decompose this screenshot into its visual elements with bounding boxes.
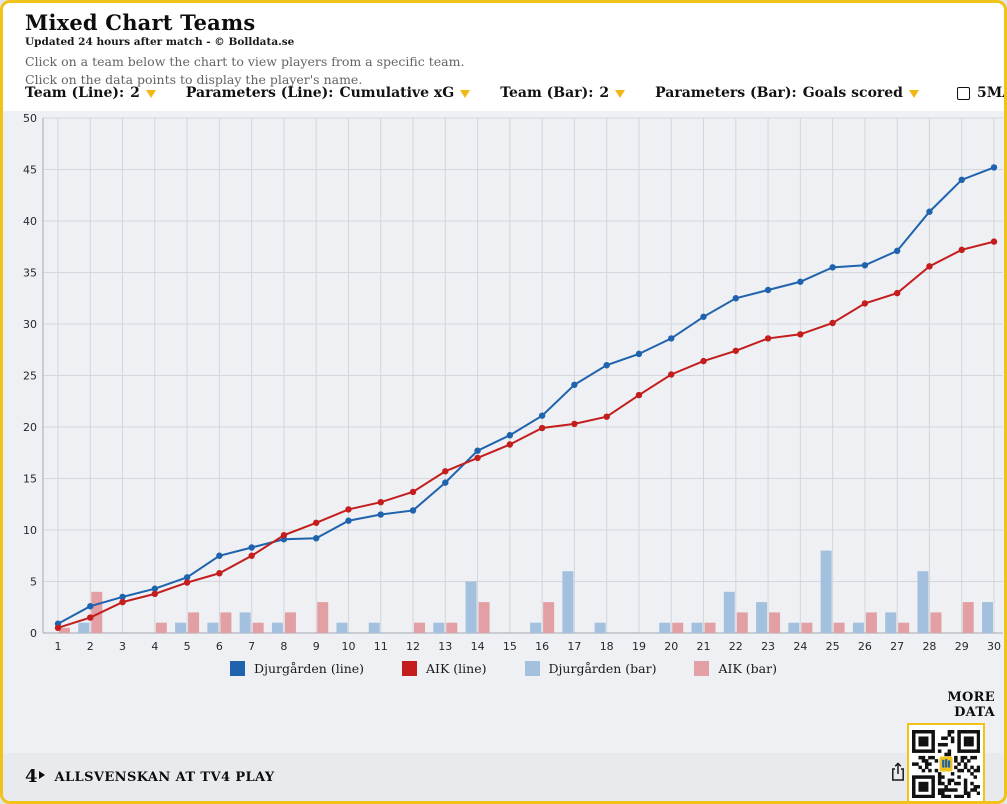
legend-item-djurg-rden-bar[interactable]: Djurgården (bar) [524,661,657,676]
chevron-down-icon [460,90,471,98]
qr-code-icon [912,729,980,798]
chevron-down-icon [145,90,156,98]
checkbox-5ma[interactable]: 5MA [956,85,1004,101]
more-data-block: MORE DATA [907,690,995,801]
legend-label: Djurgården (bar) [548,661,657,676]
legend-label: AIK (line) [426,661,487,676]
svg-text:9: 9 [313,640,320,653]
share-icon [892,762,904,781]
svg-text:0: 0 [30,627,37,640]
svg-text:22: 22 [729,640,743,653]
svg-text:7: 7 [248,640,255,653]
svg-text:1: 1 [55,640,62,653]
share-button[interactable] [890,762,906,786]
svg-text:4: 4 [151,640,158,653]
svg-text:6: 6 [216,640,223,653]
svg-text:25: 25 [826,640,840,653]
svg-text:10: 10 [341,640,355,653]
header: Mixed Chart Teams Updated 24 hours after… [3,3,1004,111]
team-bar-dropdown[interactable]: Team (Bar): 2 [500,85,626,101]
page-subtitle: Updated 24 hours after match - © Bolldat… [25,36,295,48]
legend-swatch [694,661,710,676]
chart-legend: Djurgården (line) AIK (line) Djurgården (b… [3,661,1004,676]
footer: 4 ALLSVENSKAN AT TV4 PLAY [3,753,1004,801]
svg-text:16: 16 [535,640,549,653]
svg-text:5: 5 [30,576,37,589]
params-line-dropdown[interactable]: Parameters (Line): Cumulative xG [185,85,471,101]
ma-checkbox-group: 5MA 10MA [956,85,1004,101]
checkbox-5ma-label: 5MA [976,85,1004,101]
svg-text:20: 20 [23,421,37,434]
svg-text:10: 10 [23,524,37,537]
svg-text:26: 26 [858,640,872,653]
instructions: Click on a team below the chart to view … [25,53,464,89]
play-triangle-icon [38,771,45,779]
svg-text:12: 12 [406,640,420,653]
svg-text:30: 30 [23,318,37,331]
qr-code [907,723,985,801]
params-bar-value: Goals scored [802,85,903,101]
checkbox-5ma-box[interactable] [956,86,970,100]
team-bar-label: Team (Bar): [500,85,594,101]
svg-text:8: 8 [280,640,287,653]
svg-text:35: 35 [23,267,37,280]
params-line-value: Cumulative xG [339,85,455,101]
svg-text:50: 50 [23,112,37,125]
footer-text: ALLSVENSKAN AT TV4 PLAY [54,769,275,785]
svg-text:20: 20 [664,640,678,653]
chevron-down-icon [908,90,919,98]
svg-text:25: 25 [23,370,37,383]
svg-text:24: 24 [793,640,807,653]
legend-swatch [524,661,540,676]
svg-text:28: 28 [922,640,936,653]
svg-text:17: 17 [567,640,581,653]
team-line-label: Team (Line): [25,85,125,101]
svg-text:13: 13 [438,640,452,653]
team-bar-value: 2 [599,85,610,101]
svg-text:18: 18 [600,640,614,653]
svg-text:30: 30 [987,640,1001,653]
svg-text:15: 15 [23,473,37,486]
svg-text:14: 14 [471,640,485,653]
params-bar-label: Parameters (Bar): [655,85,797,101]
svg-text:21: 21 [697,640,711,653]
params-bar-dropdown[interactable]: Parameters (Bar): Goals scored [655,85,919,101]
instruction-line-2: Click on the data points to display the … [25,71,363,87]
more-data-label: MORE DATA [947,690,995,720]
params-line-label: Parameters (Line): [185,85,334,101]
legend-label: AIK (bar) [718,661,777,676]
svg-text:40: 40 [23,215,37,228]
svg-text:5: 5 [184,640,191,653]
svg-text:2: 2 [87,640,94,653]
svg-text:11: 11 [374,640,388,653]
tv4-logo-number: 4 [25,766,38,787]
svg-text:15: 15 [503,640,517,653]
legend-item-aik-bar[interactable]: AIK (bar) [694,661,777,676]
legend-label: Djurgården (line) [254,661,365,676]
team-line-dropdown[interactable]: Team (Line): 2 [25,85,156,101]
legend-item-aik-line[interactable]: AIK (line) [402,661,487,676]
svg-text:29: 29 [955,640,969,653]
controls-bar: Team (Line): 2 Parameters (Line): Cumula… [25,85,1004,101]
chart-section: 0 5 10 15 20 25 30 35 40 45 50 1 2 3 4 5 6 7 8 9 10 11 12 13 14 1… [3,111,1004,753]
legend-swatch [402,661,418,676]
svg-text:23: 23 [761,640,775,653]
legend-swatch [230,661,246,676]
legend-item-djurg-rden-line[interactable]: Djurgården (line) [230,661,364,676]
svg-text:3: 3 [119,640,126,653]
chevron-down-icon [615,90,626,98]
svg-text:27: 27 [890,640,904,653]
team-line-value: 2 [130,85,140,101]
svg-text:19: 19 [632,640,646,653]
page-title: Mixed Chart Teams [25,10,256,35]
instruction-line-1: Click on a team below the chart to view … [25,54,465,69]
tv4-logo-icon: 4 [25,768,45,786]
svg-text:45: 45 [23,164,37,177]
